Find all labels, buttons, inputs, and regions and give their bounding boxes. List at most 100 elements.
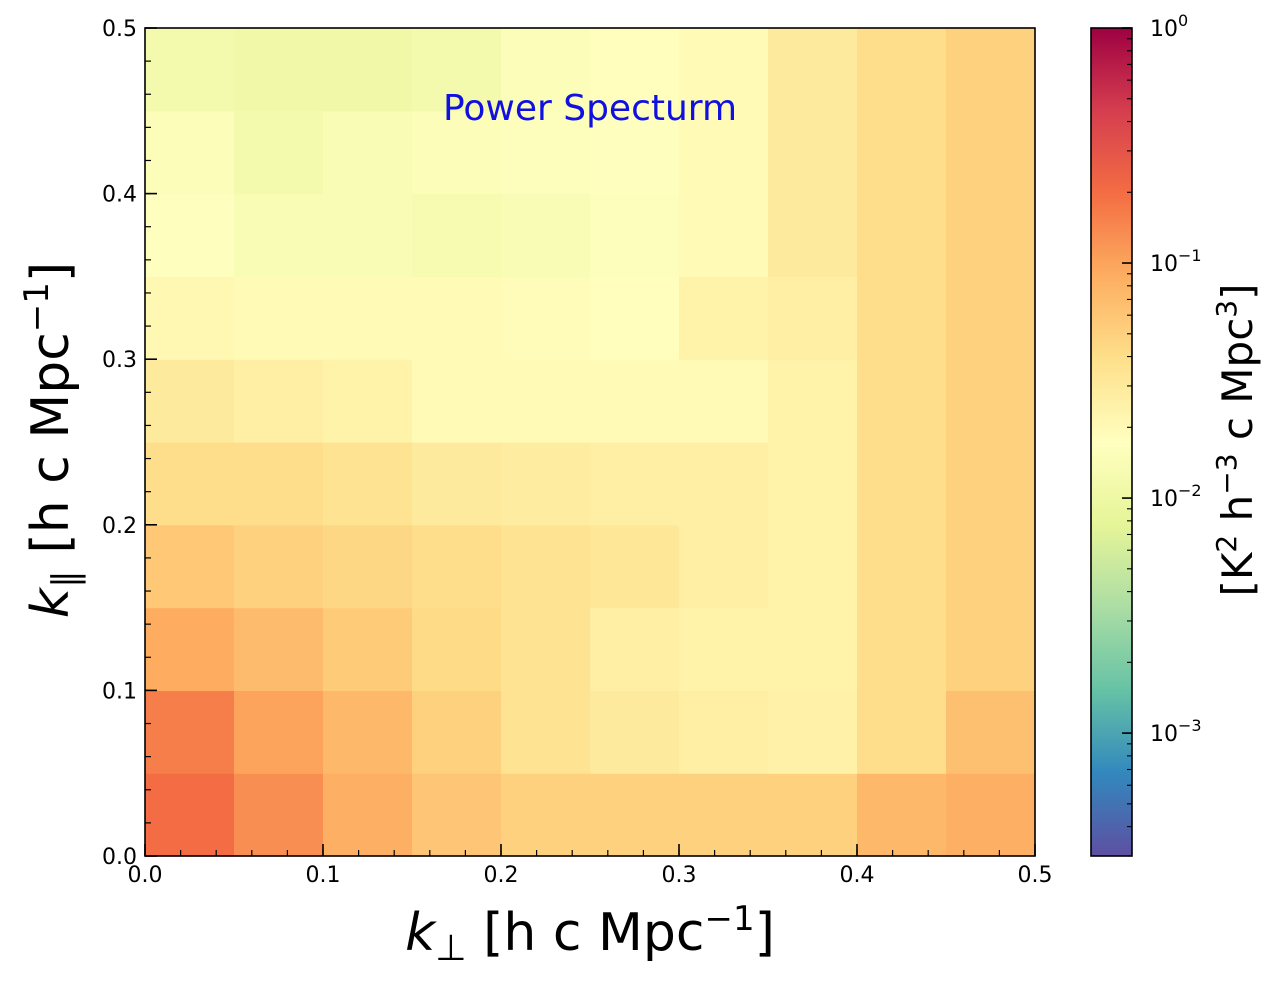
heatmap-cell <box>679 773 769 857</box>
y-tick-label: 0.1 <box>102 679 137 704</box>
heatmap-cell <box>501 442 591 526</box>
heatmap-cell <box>590 193 680 277</box>
colorbar-label: [K2 h−3 c Mpc3] <box>1210 283 1262 596</box>
heatmap-cell <box>412 524 502 609</box>
colorbar <box>1090 27 1133 857</box>
heatmap-cell <box>501 607 591 691</box>
heatmap-cell <box>234 524 324 609</box>
heatmap-cell <box>323 28 413 112</box>
heatmap-cell <box>590 28 680 112</box>
heatmap-cell <box>145 110 235 195</box>
x-tick-label: 0.3 <box>662 863 697 888</box>
heatmap-cell <box>768 110 858 195</box>
heatmap-cell <box>145 276 235 360</box>
y-tick-label: 0.3 <box>102 348 137 373</box>
heatmap-cell <box>145 442 235 526</box>
x-axis-ticks: 0.0 0.1 0.2 0.3 0.4 0.5 <box>128 844 1053 888</box>
heatmap-cell <box>946 690 1036 774</box>
heatmap-cell <box>857 524 947 609</box>
heatmap-cell <box>590 276 680 360</box>
heatmap-cell <box>145 524 235 609</box>
heatmap-cell <box>323 193 413 277</box>
heatmap-cell <box>679 690 769 774</box>
heatmap-cell <box>412 442 502 526</box>
heatmap-cell <box>234 193 324 277</box>
y-tick-label: 0.0 <box>102 845 137 870</box>
heatmap-cell <box>679 193 769 277</box>
heatmap-cell <box>768 690 858 774</box>
heatmap-cell <box>234 276 324 360</box>
heatmap-cell <box>857 28 947 112</box>
heatmap-cell <box>145 193 235 277</box>
colorbar-tick-label: 10−2 <box>1150 481 1202 512</box>
heatmap-cell <box>857 276 947 360</box>
heatmap-cell <box>946 442 1036 526</box>
heatmap-cell <box>501 690 591 774</box>
heatmap-cell <box>857 773 947 857</box>
heatmap-cell <box>946 110 1036 195</box>
heatmap-cell <box>501 193 591 277</box>
heatmap-cell <box>501 110 591 195</box>
heatmap-cell <box>946 193 1036 277</box>
heatmap-cell <box>768 524 858 609</box>
heatmap-cell <box>145 773 235 857</box>
heatmap-cell <box>857 359 947 443</box>
heatmap-cell <box>590 607 680 691</box>
heatmap-cell <box>946 773 1036 857</box>
heatmap-cell <box>679 607 769 691</box>
heatmap-cell <box>501 524 591 609</box>
x-axis-label: k⊥ [h c Mpc−1] <box>405 899 775 969</box>
colorbar-tick-label: 10−3 <box>1150 716 1202 747</box>
y-axis-ticks: 0.0 0.1 0.2 0.3 0.4 0.5 <box>102 17 157 870</box>
heatmap-cell <box>145 359 235 443</box>
heatmap-cell <box>412 607 502 691</box>
heatmap-cell <box>768 193 858 277</box>
heatmap-cell <box>501 359 591 443</box>
heatmap-cell <box>590 524 680 609</box>
heatmap-cell <box>234 442 324 526</box>
heatmap-cell <box>946 524 1036 609</box>
heatmap-cell <box>234 773 324 857</box>
colorbar-ticks: 100 10−1 10−2 10−3 <box>1122 11 1202 857</box>
heatmap-cell <box>590 442 680 526</box>
heatmap-cell <box>857 442 947 526</box>
x-tick-label: 0.5 <box>1018 863 1053 888</box>
heatmap-cell <box>857 110 947 195</box>
y-tick-label: 0.5 <box>102 17 137 42</box>
heatmap-cell <box>412 773 502 857</box>
x-tick-label: 0.0 <box>128 863 163 888</box>
plot-frame <box>144 27 1036 857</box>
colorbar-tick-label: 100 <box>1150 11 1188 42</box>
heatmap-cell <box>501 28 591 112</box>
heatmap-cell <box>412 110 502 195</box>
heatmap-cell <box>679 110 769 195</box>
heatmap-cell <box>234 110 324 195</box>
heatmap-cell <box>679 524 769 609</box>
heatmap-cell <box>768 359 858 443</box>
heatmap-cell <box>768 442 858 526</box>
heatmap-cell <box>857 193 947 277</box>
heatmap-cell <box>679 28 769 112</box>
heatmap-cell <box>946 28 1036 112</box>
heatmap-cell <box>323 442 413 526</box>
heatmap-cell <box>323 276 413 360</box>
heatmap-cell <box>412 276 502 360</box>
heatmap-cell <box>412 690 502 774</box>
y-axis-label: k∥ [h c Mpc−1] <box>17 262 87 618</box>
heatmap-cell <box>768 607 858 691</box>
heatmap-cell <box>946 359 1036 443</box>
heatmap-cell <box>323 607 413 691</box>
y-tick-label: 0.2 <box>102 514 137 539</box>
heatmap-cell <box>679 359 769 443</box>
heatmap-cell <box>501 773 591 857</box>
heatmap-cell <box>234 359 324 443</box>
heatmap-cell <box>323 773 413 857</box>
heatmap-cell <box>145 690 235 774</box>
heatmap-cell <box>412 359 502 443</box>
heatmap-cell <box>412 28 502 112</box>
heatmap-cell <box>768 276 858 360</box>
heatmap-cell <box>590 773 680 857</box>
heatmap-cell <box>590 690 680 774</box>
heatmap-cell <box>857 607 947 691</box>
y-tick-label: 0.4 <box>102 183 137 208</box>
